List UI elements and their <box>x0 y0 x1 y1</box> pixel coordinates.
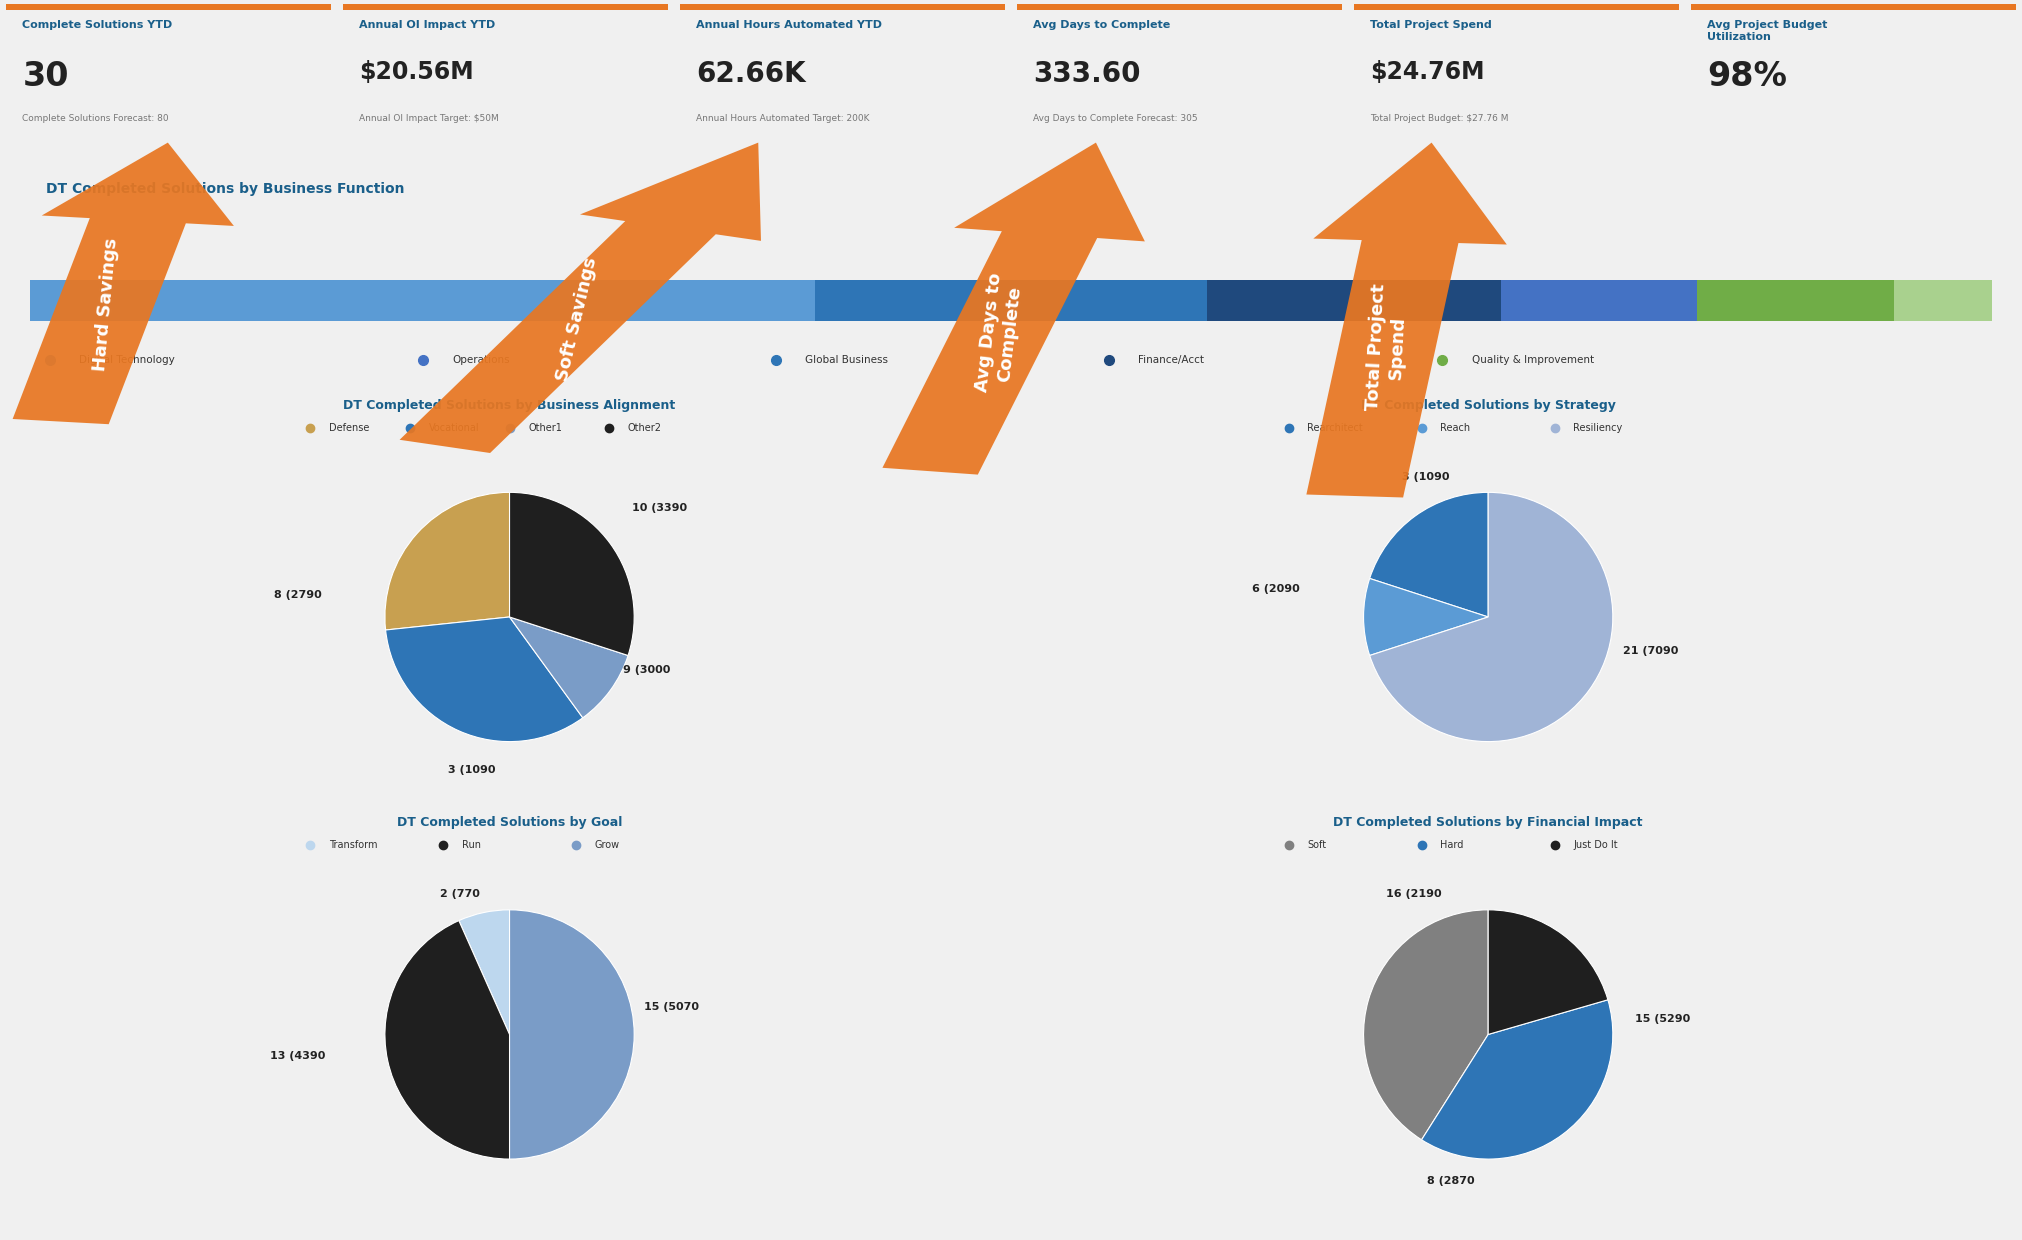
Wedge shape <box>1369 492 1614 742</box>
Bar <box>1698 280 1893 321</box>
Text: 21 (7090: 21 (7090 <box>1622 646 1678 656</box>
Text: 2 (770: 2 (770 <box>439 889 479 899</box>
Text: 15 (5290: 15 (5290 <box>1636 1014 1690 1024</box>
Text: Grow: Grow <box>594 839 621 849</box>
Polygon shape <box>1306 143 1506 497</box>
Text: Annual Hours Automated YTD: Annual Hours Automated YTD <box>696 20 882 30</box>
Wedge shape <box>510 910 635 1159</box>
Text: DT Completed Solutions by Financial Impact: DT Completed Solutions by Financial Impa… <box>1332 816 1644 830</box>
Text: 3 (1090: 3 (1090 <box>449 765 495 775</box>
Wedge shape <box>1363 579 1488 656</box>
Text: 16 (2190: 16 (2190 <box>1385 889 1442 899</box>
Text: 62.66K: 62.66K <box>696 61 807 88</box>
Text: Vocational: Vocational <box>429 423 479 433</box>
Text: Resiliency: Resiliency <box>1573 423 1622 433</box>
Text: 9 (3000: 9 (3000 <box>623 665 671 675</box>
Text: Avg Days to Complete Forecast: 305: Avg Days to Complete Forecast: 305 <box>1033 114 1197 123</box>
Text: Hard: Hard <box>1440 839 1464 849</box>
Bar <box>344 4 667 10</box>
Wedge shape <box>384 920 510 1159</box>
Text: 13 (4390: 13 (4390 <box>271 1052 326 1061</box>
Text: Annual OI Impact YTD: Annual OI Impact YTD <box>360 20 495 30</box>
Text: 3 (1090: 3 (1090 <box>1401 472 1450 482</box>
Text: Global Business: Global Business <box>805 356 888 366</box>
Text: Just Do It: Just Do It <box>1573 839 1618 849</box>
Polygon shape <box>12 143 235 424</box>
Text: 8 (2790: 8 (2790 <box>273 590 321 600</box>
Bar <box>1500 280 1698 321</box>
Text: Complete Solutions YTD: Complete Solutions YTD <box>22 20 172 30</box>
Text: Annual OI Impact Target: $50M: Annual OI Impact Target: $50M <box>360 114 499 123</box>
Wedge shape <box>384 492 510 630</box>
Text: Finance/Acct: Finance/Acct <box>1138 356 1205 366</box>
Polygon shape <box>400 143 760 453</box>
Text: Rearchitect: Rearchitect <box>1308 423 1363 433</box>
Text: Avg Project Budget
Utilization: Avg Project Budget Utilization <box>1707 20 1828 41</box>
Polygon shape <box>882 143 1144 475</box>
Bar <box>815 280 1207 321</box>
Text: Complete Solutions Forecast: 80: Complete Solutions Forecast: 80 <box>22 114 170 123</box>
Text: Other2: Other2 <box>629 423 661 433</box>
Text: Operations: Operations <box>453 356 510 366</box>
Text: Avg Days to Complete: Avg Days to Complete <box>1033 20 1171 30</box>
Wedge shape <box>510 492 635 656</box>
Text: Avg Days to
Complete: Avg Days to Complete <box>973 272 1025 396</box>
Bar <box>679 4 1005 10</box>
Text: Total Project Budget: $27.76 M: Total Project Budget: $27.76 M <box>1371 114 1508 123</box>
Bar <box>1690 4 2016 10</box>
Bar <box>6 4 332 10</box>
Text: Total Project Spend: Total Project Spend <box>1371 20 1492 30</box>
Text: Defense: Defense <box>330 423 370 433</box>
Text: DT Completed Solutions by Strategy: DT Completed Solutions by Strategy <box>1361 399 1616 412</box>
Text: Hard Savings: Hard Savings <box>91 237 121 372</box>
Text: Soft: Soft <box>1308 839 1326 849</box>
Text: 333.60: 333.60 <box>1033 61 1140 88</box>
Text: Annual Hours Automated Target: 200K: Annual Hours Automated Target: 200K <box>696 114 869 123</box>
Text: 6 (2090: 6 (2090 <box>1252 584 1300 594</box>
Text: Digital Technology: Digital Technology <box>79 356 176 366</box>
Bar <box>1207 280 1500 321</box>
Text: 8 (2870: 8 (2870 <box>1428 1176 1474 1185</box>
Text: DT Completed Solutions by Business Alignment: DT Completed Solutions by Business Align… <box>344 399 675 412</box>
Bar <box>1893 280 1992 321</box>
Text: Soft Savings: Soft Savings <box>554 255 601 383</box>
Wedge shape <box>1363 910 1488 1140</box>
Wedge shape <box>1488 910 1607 1034</box>
Text: 15 (5070: 15 (5070 <box>645 1002 700 1012</box>
Text: DT Completed Solutions by Business Function: DT Completed Solutions by Business Funct… <box>47 182 404 196</box>
Text: $20.56M: $20.56M <box>360 61 473 84</box>
Text: Transform: Transform <box>330 839 378 849</box>
Wedge shape <box>510 618 629 718</box>
Text: DT Completed Solutions by Goal: DT Completed Solutions by Goal <box>396 816 623 830</box>
Bar <box>1355 4 1678 10</box>
Text: 98%: 98% <box>1707 61 1787 93</box>
Wedge shape <box>386 618 582 742</box>
Text: 10 (3390: 10 (3390 <box>631 503 687 513</box>
Wedge shape <box>1369 492 1488 618</box>
Text: 30: 30 <box>22 61 69 93</box>
Text: Other1: Other1 <box>528 423 562 433</box>
Text: Quality & Improvement: Quality & Improvement <box>1472 356 1593 366</box>
Text: Total Project
Spend: Total Project Spend <box>1365 283 1409 412</box>
Wedge shape <box>1421 999 1614 1159</box>
Wedge shape <box>459 910 510 1034</box>
Text: Run: Run <box>461 839 481 849</box>
Bar <box>30 280 815 321</box>
Text: $24.76M: $24.76M <box>1371 61 1484 84</box>
Text: Reach: Reach <box>1440 423 1470 433</box>
Bar <box>1017 4 1343 10</box>
